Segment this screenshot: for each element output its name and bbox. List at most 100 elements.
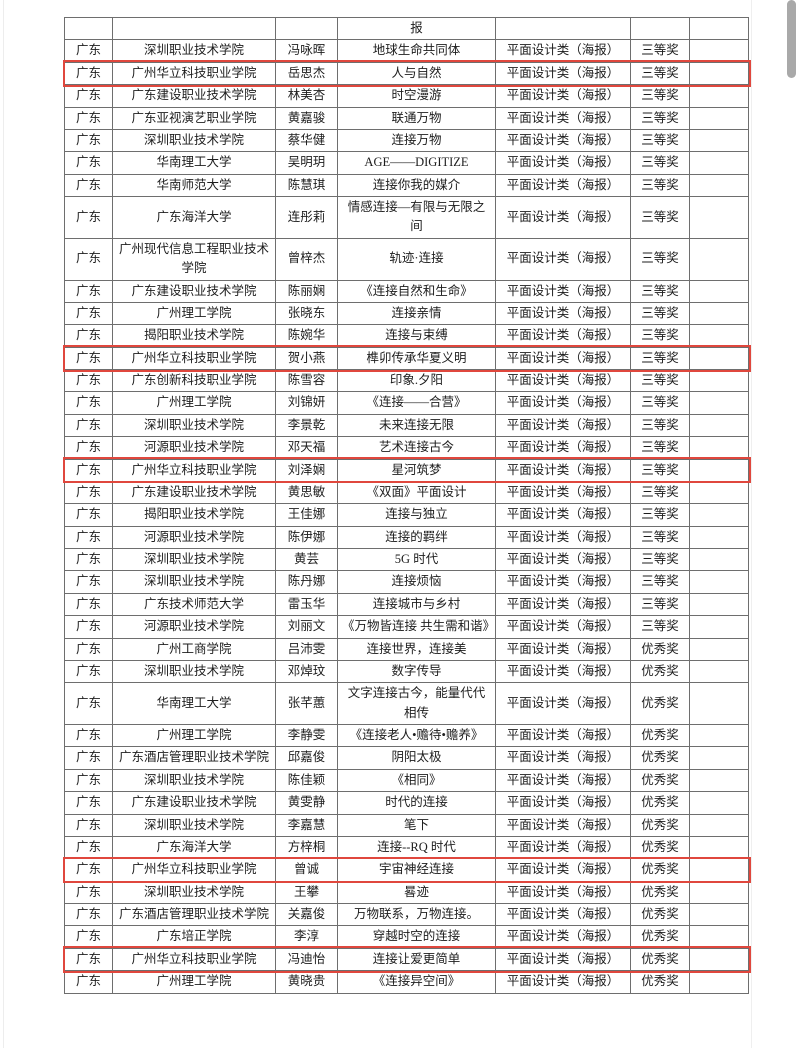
cell-name: 曾诚 (275, 858, 338, 882)
cell-category: 平面设计类（海报） (495, 301, 631, 326)
table-row: 广东 广州华立科技职业学院 岳思杰 人与自然 平面设计类（海报） 三等奖 (62, 60, 751, 87)
cell-note (689, 902, 749, 927)
cell-category: 平面设计类（海报） (495, 547, 631, 572)
cell-name: 蔡华健 (275, 128, 338, 153)
cell-name: 刘锦妍 (275, 391, 338, 415)
cell-award: 三等奖 (630, 547, 690, 572)
cell-title: 数字传导 (337, 659, 496, 684)
cell-category: 平面设计类（海报） (495, 368, 631, 393)
cell-province: 广东 (64, 525, 113, 550)
cell-school: 华南师范大学 (112, 173, 276, 198)
cell-note (689, 173, 749, 198)
cell-title: 晷迹 (337, 880, 496, 905)
cell-name: 邱嘉俊 (275, 746, 338, 770)
table-row: 广东 广东酒店管理职业技术学院 邱嘉俊 阴阳太极 平面设计类（海报） 优秀奖 (64, 746, 749, 770)
table-row: 广东 河源职业技术学院 邓天福 艺术连接古今 平面设计类（海报） 三等奖 (64, 436, 749, 460)
cell-category: 平面设计类（海报） (495, 925, 631, 949)
cell-award: 优秀奖 (630, 947, 690, 972)
cell-title: 艺术连接古今 (337, 436, 496, 460)
table-row: 广东 河源职业技术学院 刘丽文 《万物皆连接 共生需和谐》 平面设计类（海报） 三等奖 (64, 615, 749, 639)
table-row: 广东 广东技术师范大学 雷玉华 连接城市与乡村 平面设计类（海报） 三等奖 (64, 592, 749, 617)
page-left-edge (3, 0, 4, 1048)
cell-award: 优秀奖 (630, 970, 690, 994)
awards-table: 报广东 深圳职业技术学院 冯咏晖 地球生命共同体 平面设计类（海报） 三等奖 广东 广州华立科… (62, 16, 751, 994)
cell-school: 广东酒店管理职业技术学院 (112, 902, 276, 927)
cell-note (689, 746, 749, 770)
cell-award: 三等奖 (630, 196, 690, 239)
cell-name: 方梓桐 (275, 835, 338, 860)
cell-category: 平面设计类（海报） (495, 570, 631, 594)
cell-award: 优秀奖 (630, 659, 690, 684)
table-row: 广东 广东创新科技职业学院 陈雪容 印象.夕阳 平面设计类（海报） 三等奖 (64, 368, 749, 393)
table-row: 广东 华南师范大学 陈慧琪 连接你我的媒介 平面设计类（海报） 三等奖 (64, 173, 749, 198)
table-row: 广东 广州理工学院 张晓东 连接亲情 平面设计类（海报） 三等奖 (64, 301, 749, 326)
cell-school: 河源职业技术学院 (112, 525, 276, 550)
cell-note (689, 880, 749, 905)
cell-province: 广东 (64, 151, 113, 175)
cell-school: 华南理工大学 (112, 151, 276, 175)
cell-award: 优秀奖 (630, 791, 690, 815)
cell-province: 广东 (64, 436, 113, 460)
cell-note (689, 503, 749, 527)
cell-province (64, 16, 113, 41)
cell-title: 连接城市与乡村 (337, 592, 496, 617)
cell-category (495, 16, 631, 41)
cell-award: 三等奖 (630, 413, 690, 438)
cell-school: 深圳职业技术学院 (112, 768, 276, 793)
cell-award: 三等奖 (630, 391, 690, 415)
cell-category: 平面设计类（海报） (495, 173, 631, 198)
cell-title: 连接万物 (337, 128, 496, 153)
table-row: 广东 广东海洋大学 连彤莉 情感连接—有限与无限之间 平面设计类（海报） 三等奖 (64, 196, 749, 239)
cell-school: 广东亚视演艺职业学院 (112, 106, 276, 130)
cell-note (689, 723, 749, 748)
cell-name: 邓天福 (275, 436, 338, 460)
cell-province: 广东 (64, 128, 113, 153)
cell-name: 陈丹娜 (275, 570, 338, 594)
cell-name: 冯咏晖 (275, 39, 338, 63)
scrollbar-thumb[interactable] (787, 0, 796, 78)
cell-award: 优秀奖 (630, 723, 690, 748)
cell-name: 雷玉华 (275, 592, 338, 617)
cell-title: 联通万物 (337, 106, 496, 130)
cell-note (689, 970, 749, 994)
cell-award: 三等奖 (630, 279, 690, 303)
table-row: 广东 广东亚视演艺职业学院 黄嘉骏 联通万物 平面设计类（海报） 三等奖 (64, 106, 749, 130)
cell-title: 情感连接—有限与无限之间 (337, 196, 496, 239)
cell-province: 广东 (64, 106, 113, 130)
cell-province: 广东 (64, 413, 113, 438)
cell-school: 广州华立科技职业学院 (112, 61, 276, 86)
cell-award: 三等奖 (630, 84, 690, 108)
cell-category: 平面设计类（海报） (495, 659, 631, 684)
cell-province: 广东 (64, 458, 113, 482)
cell-name: 陈慧琪 (275, 173, 338, 198)
cell-school: 深圳职业技术学院 (112, 570, 276, 594)
cell-province: 广东 (64, 902, 113, 927)
table-row: 广东 广东海洋大学 方梓桐 连接--RQ 时代 平面设计类（海报） 优秀奖 (64, 835, 749, 860)
table-row: 广东 深圳职业技术学院 李景乾 未来连接无限 平面设计类（海报） 三等奖 (64, 413, 749, 438)
cell-category: 平面设计类（海报） (495, 902, 631, 927)
cell-school: 广州华立科技职业学院 (112, 346, 276, 371)
table-row: 广东 深圳职业技术学院 黄芸 5G 时代 平面设计类（海报） 三等奖 (64, 547, 749, 572)
cell-title: 报 (337, 16, 496, 41)
cell-province: 广东 (64, 196, 113, 239)
cell-school: 深圳职业技术学院 (112, 880, 276, 905)
cell-title: 《连接老人•赡待•赡养》 (337, 723, 496, 748)
cell-school: 深圳职业技术学院 (112, 39, 276, 63)
table-row: 广东 广州华立科技职业学院 曾诚 宇宙神经连接 平面设计类（海报） 优秀奖 (62, 856, 751, 884)
cell-title: 连接你我的媒介 (337, 173, 496, 198)
cell-note (689, 547, 749, 572)
cell-school: 深圳职业技术学院 (112, 547, 276, 572)
cell-award: 三等奖 (630, 368, 690, 393)
cell-award: 优秀奖 (630, 682, 690, 725)
cell-category: 平面设计类（海报） (495, 480, 631, 505)
table-row: 广东 广州华立科技职业学院 刘泽娴 星河筑梦 平面设计类（海报） 三等奖 (62, 456, 751, 484)
table-row: 广东 广东建设职业技术学院 陈丽娴 《连接自然和生命》 平面设计类（海报） 三等奖 (64, 279, 749, 303)
cell-school: 揭阳职业技术学院 (112, 324, 276, 348)
cell-name: 连彤莉 (275, 196, 338, 239)
cell-award: 三等奖 (630, 615, 690, 639)
cell-note (689, 368, 749, 393)
cell-province: 广东 (64, 925, 113, 949)
cell-province: 广东 (64, 615, 113, 639)
cell-name: 李静雯 (275, 723, 338, 748)
